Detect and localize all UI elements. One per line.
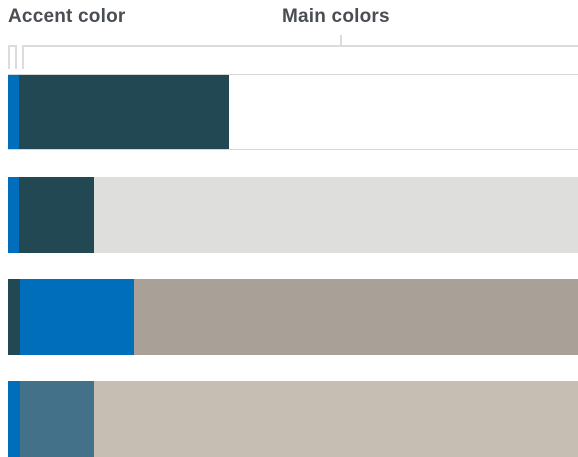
color-row xyxy=(8,74,578,150)
accent-swatch xyxy=(8,279,20,355)
main-swatch xyxy=(19,177,94,253)
main-swatch xyxy=(20,279,134,355)
accent-color-label: Accent color xyxy=(8,6,126,27)
main-colors-label: Main colors xyxy=(282,6,390,27)
main-swatch xyxy=(19,75,229,149)
accent-swatch xyxy=(8,75,19,149)
background-swatch xyxy=(229,75,578,149)
color-row xyxy=(8,279,578,355)
main-swatch xyxy=(20,381,94,457)
color-row xyxy=(8,381,578,457)
accent-swatch xyxy=(8,381,20,457)
color-row xyxy=(8,177,578,253)
background-swatch xyxy=(134,279,578,355)
background-swatch xyxy=(94,177,578,253)
background-swatch xyxy=(94,381,578,457)
accent-swatch xyxy=(8,177,19,253)
